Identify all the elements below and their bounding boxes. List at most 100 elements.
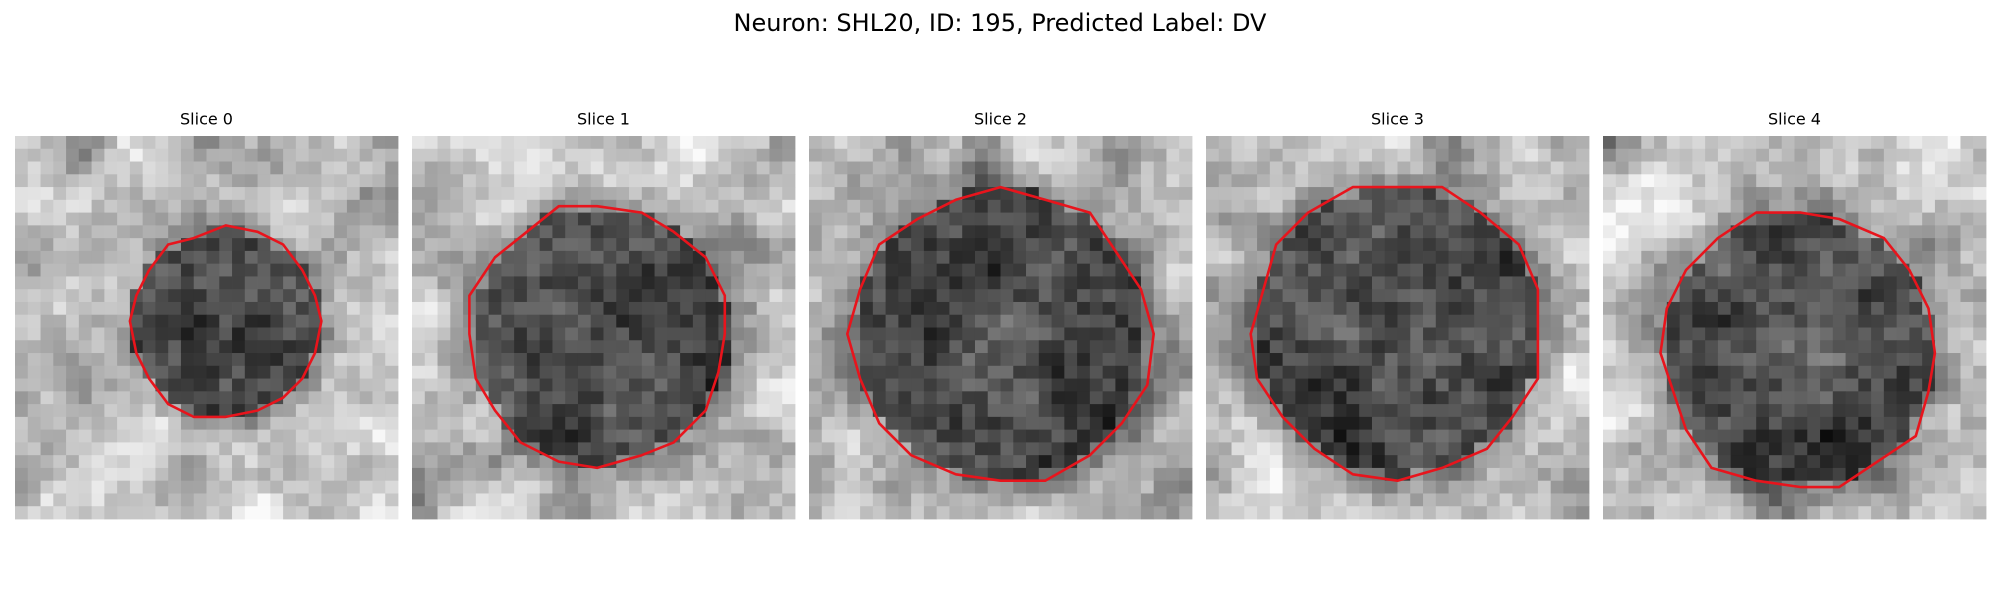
pixel bbox=[15, 301, 29, 316]
pixel bbox=[911, 174, 925, 188]
pixel bbox=[885, 276, 899, 290]
pixel bbox=[1179, 340, 1193, 354]
pixel bbox=[27, 314, 41, 328]
pixel bbox=[1820, 161, 1834, 175]
pixel bbox=[1397, 340, 1411, 354]
pixel bbox=[911, 378, 925, 392]
pixel bbox=[1641, 314, 1655, 328]
pixel bbox=[1525, 416, 1539, 431]
pixel bbox=[514, 340, 528, 354]
pixel bbox=[1960, 136, 1974, 150]
pixel bbox=[1474, 250, 1488, 265]
pixel bbox=[283, 301, 297, 316]
pixel bbox=[809, 238, 823, 252]
pixel bbox=[885, 263, 899, 277]
pixel bbox=[27, 455, 41, 469]
pixel bbox=[463, 404, 477, 418]
pixel bbox=[1231, 493, 1245, 507]
pixel bbox=[782, 365, 796, 379]
pixel bbox=[257, 250, 271, 265]
pixel bbox=[616, 225, 630, 239]
pixel bbox=[526, 187, 541, 201]
pixel bbox=[1537, 378, 1552, 392]
pixel bbox=[1128, 365, 1142, 379]
pixel bbox=[1359, 174, 1373, 188]
pixel bbox=[1346, 263, 1360, 277]
pixel bbox=[1909, 353, 1923, 367]
pixel bbox=[1525, 174, 1539, 188]
pixel bbox=[219, 250, 233, 265]
pixel bbox=[40, 467, 54, 482]
pixel bbox=[1832, 365, 1846, 379]
pixel bbox=[1717, 212, 1732, 226]
pixel bbox=[1628, 455, 1642, 469]
pixel bbox=[372, 404, 386, 418]
pixel bbox=[1218, 378, 1232, 392]
pixel bbox=[1563, 263, 1577, 277]
pixel bbox=[1858, 340, 1872, 354]
pixel bbox=[860, 353, 874, 367]
pixel bbox=[1820, 327, 1834, 341]
pixel bbox=[565, 238, 579, 252]
pixel bbox=[424, 327, 438, 341]
pixel bbox=[27, 493, 41, 507]
pixel bbox=[1705, 493, 1719, 507]
pixel bbox=[1730, 404, 1744, 418]
pixel bbox=[1102, 289, 1116, 303]
pixel bbox=[1794, 289, 1808, 303]
pixel bbox=[1807, 148, 1821, 162]
pixel bbox=[514, 148, 528, 162]
pixel bbox=[1550, 416, 1564, 431]
pixel bbox=[1499, 493, 1513, 507]
pixel bbox=[1397, 199, 1411, 213]
pixel bbox=[1166, 480, 1180, 494]
pixel bbox=[1525, 506, 1539, 520]
pixel bbox=[1628, 480, 1642, 494]
pixel bbox=[244, 340, 258, 354]
pixel bbox=[1410, 212, 1424, 226]
pixel bbox=[1231, 199, 1245, 213]
pixel bbox=[1883, 506, 1898, 520]
pixel bbox=[1179, 442, 1193, 456]
pixel bbox=[168, 480, 182, 494]
pixel bbox=[91, 391, 105, 405]
pixel bbox=[1461, 212, 1475, 226]
pixel bbox=[821, 289, 835, 303]
pixel bbox=[590, 404, 604, 418]
pixel bbox=[359, 187, 373, 201]
pixel bbox=[66, 467, 80, 482]
pixel bbox=[834, 365, 848, 379]
pixel bbox=[283, 429, 297, 443]
pixel bbox=[1537, 136, 1552, 150]
pixel bbox=[1499, 238, 1513, 252]
pixel bbox=[680, 174, 694, 188]
pixel bbox=[219, 301, 233, 316]
pixel bbox=[1320, 148, 1335, 162]
pixel bbox=[1282, 301, 1296, 316]
pixel bbox=[1641, 480, 1655, 494]
pixel bbox=[577, 250, 592, 265]
pixel bbox=[1743, 225, 1757, 239]
pixel bbox=[155, 161, 169, 175]
pixel bbox=[1666, 225, 1680, 239]
pixel bbox=[872, 276, 886, 290]
pixel bbox=[488, 429, 502, 443]
pixel bbox=[129, 174, 144, 188]
pixel bbox=[359, 199, 373, 213]
pixel bbox=[539, 480, 553, 494]
pixel bbox=[1218, 353, 1232, 367]
pixel bbox=[782, 378, 796, 392]
pixel bbox=[654, 174, 668, 188]
pixel bbox=[974, 161, 989, 175]
pixel bbox=[1730, 187, 1744, 201]
pixel bbox=[1308, 480, 1322, 494]
pixel bbox=[680, 225, 694, 239]
pixel bbox=[1641, 161, 1655, 175]
pixel bbox=[1909, 327, 1923, 341]
pixel bbox=[565, 276, 579, 290]
pixel bbox=[1641, 327, 1655, 341]
pixel bbox=[372, 314, 386, 328]
pixel bbox=[219, 353, 233, 367]
pixel bbox=[1295, 365, 1309, 379]
pixel bbox=[475, 442, 489, 456]
